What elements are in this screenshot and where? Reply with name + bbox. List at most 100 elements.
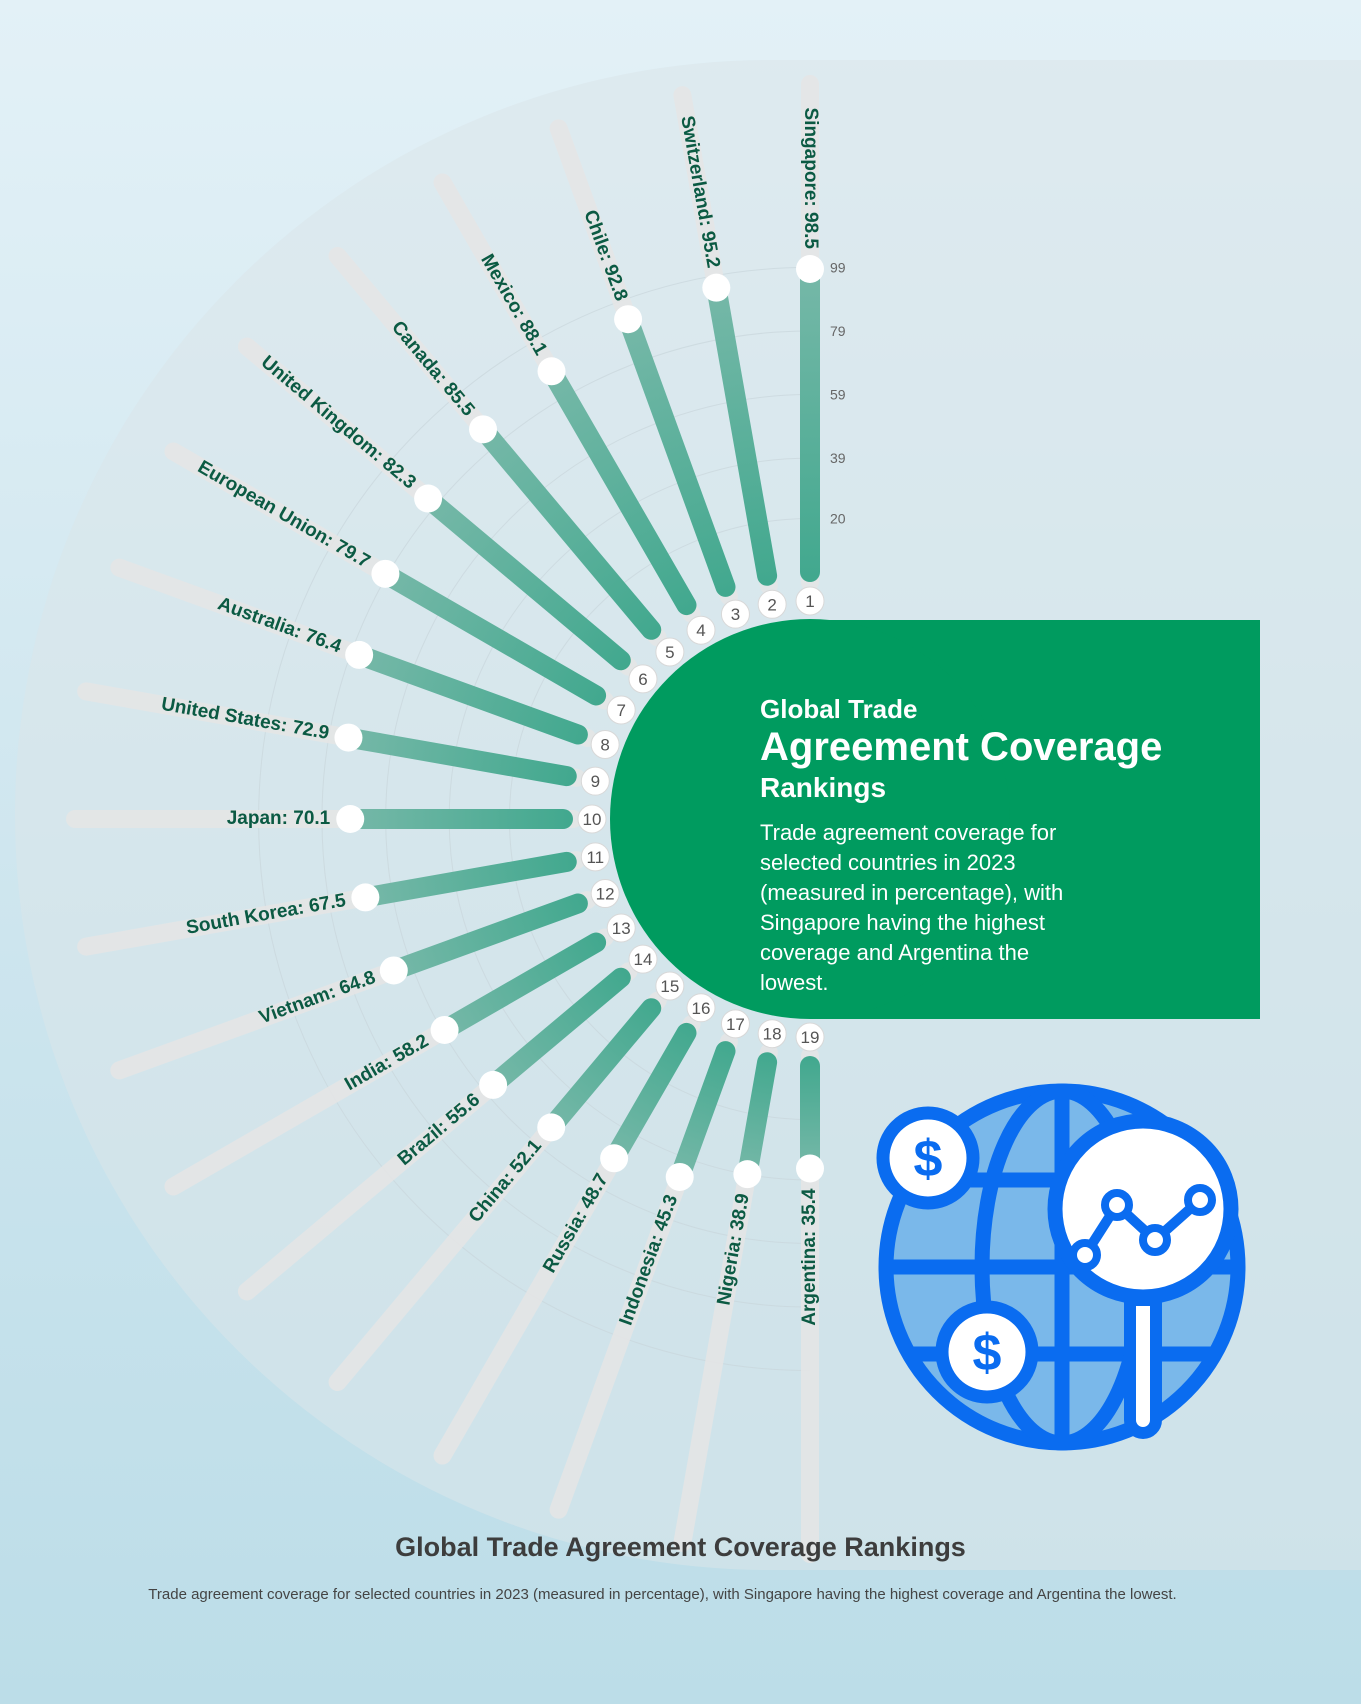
bar <box>358 648 588 745</box>
radial-tick-label: 39 <box>830 450 846 466</box>
bar <box>348 729 577 787</box>
rank-label: 18 <box>763 1025 782 1044</box>
footer-subtitle: Trade agreement coverage for selected co… <box>148 1586 1177 1603</box>
rank-label: 2 <box>767 595 776 614</box>
rank-badge <box>580 842 610 872</box>
rank-badge <box>606 913 636 943</box>
bar-end-dot <box>414 484 443 513</box>
rank-badge <box>655 637 685 667</box>
rank-badge <box>655 971 685 1001</box>
headline-panel-round <box>610 619 1010 1019</box>
rank-label: 6 <box>638 670 647 689</box>
rank-badge <box>606 695 636 725</box>
rank-label: 1 <box>805 592 814 611</box>
bar-end-dot <box>469 415 498 444</box>
bar <box>490 967 631 1089</box>
rank-label: 16 <box>692 999 711 1018</box>
bar-label: Argentina: 35.4 <box>799 1188 820 1326</box>
bar-end-dot <box>537 357 566 386</box>
bar <box>673 1041 736 1178</box>
bar <box>365 851 577 906</box>
headline-block: Global Trade Agreement Coverage Rankings… <box>760 694 1240 998</box>
bar-end-dot <box>336 805 365 833</box>
bar-end-dot <box>796 255 824 283</box>
bar-end-dot <box>614 305 643 334</box>
bar <box>800 1056 820 1169</box>
bar <box>708 287 778 586</box>
rank-label: 12 <box>596 885 615 904</box>
bar-end-dot <box>665 1162 694 1191</box>
rank-label: 7 <box>616 701 625 720</box>
bar-end-dot <box>334 723 363 752</box>
bar-end-dot <box>537 1113 566 1142</box>
bar <box>800 269 820 582</box>
rank-label: 4 <box>696 621 705 640</box>
bar-end-dot <box>479 1070 508 1099</box>
rank-badge <box>757 589 787 619</box>
rank-label: 15 <box>660 977 679 996</box>
rank-badge <box>757 1019 787 1049</box>
headline-description: Trade agreement coverage for selected co… <box>760 820 1064 995</box>
bar <box>384 568 607 706</box>
rank-badge <box>795 586 825 616</box>
rank-badge <box>686 615 716 645</box>
bar-end-dot <box>430 1015 459 1044</box>
rank-badge <box>686 993 716 1023</box>
bar <box>739 1052 778 1175</box>
rank-label: 10 <box>583 810 602 829</box>
bar-end-dot <box>702 273 731 302</box>
rank-label: 13 <box>612 919 631 938</box>
bar <box>547 998 662 1130</box>
globe-with-magnifier-and-dollar-icon: $ $ <box>876 1083 1246 1451</box>
bar <box>425 494 631 671</box>
bar-label: Singapore: 98.5 <box>800 108 821 250</box>
rank-badge <box>795 1022 825 1052</box>
rank-badge <box>577 804 607 834</box>
bar-end-dot <box>796 1154 824 1183</box>
rank-badge <box>628 944 658 974</box>
bar-end-dot <box>371 559 400 588</box>
rank-badge <box>720 1009 750 1039</box>
dollar-sign-icon: $ <box>973 1324 1002 1382</box>
headline-line-3: Rankings <box>760 772 887 803</box>
rank-label: 14 <box>634 950 653 969</box>
bar <box>621 318 736 597</box>
rank-label: 3 <box>731 605 740 624</box>
bar-end-dots <box>334 255 824 1191</box>
bar <box>443 932 607 1035</box>
rank-badge <box>590 729 620 759</box>
bar <box>609 1022 697 1160</box>
rank-badge <box>580 766 610 796</box>
rank-label: 5 <box>665 643 674 662</box>
rank-label: 8 <box>600 735 609 754</box>
bar <box>546 369 697 616</box>
bar-end-dot <box>345 640 374 669</box>
radial-tick-label: 99 <box>830 259 846 275</box>
bar-end-dot <box>351 883 380 912</box>
rank-label: 17 <box>726 1015 745 1034</box>
dollar-sign-icon: $ <box>914 1130 943 1188</box>
rank-label: 11 <box>586 848 604 867</box>
radial-tick-label: 59 <box>830 387 846 403</box>
bar <box>393 893 588 978</box>
rank-label: 9 <box>591 772 600 791</box>
radial-tick-label: 79 <box>830 323 846 339</box>
headline-line-2: Agreement Coverage <box>760 725 1163 769</box>
rank-label: 19 <box>801 1028 820 1047</box>
footer-title: Global Trade Agreement Coverage Rankings <box>395 1532 966 1562</box>
bar <box>350 809 573 829</box>
bar-end-dot <box>379 956 408 985</box>
radial-tick-labels: 20 39 59 79 99 <box>830 259 846 526</box>
rank-badge <box>628 664 658 694</box>
bar-end-dot <box>600 1144 629 1173</box>
bar-label: Japan: 70.1 <box>227 808 331 829</box>
radial-tick-label: 20 <box>830 510 846 526</box>
rank-badge <box>590 879 620 909</box>
rank-badge <box>720 599 750 629</box>
bar-end-dot <box>733 1160 762 1189</box>
bars <box>348 269 820 1178</box>
headline-line-1: Global Trade <box>760 694 918 724</box>
bar <box>479 426 662 640</box>
